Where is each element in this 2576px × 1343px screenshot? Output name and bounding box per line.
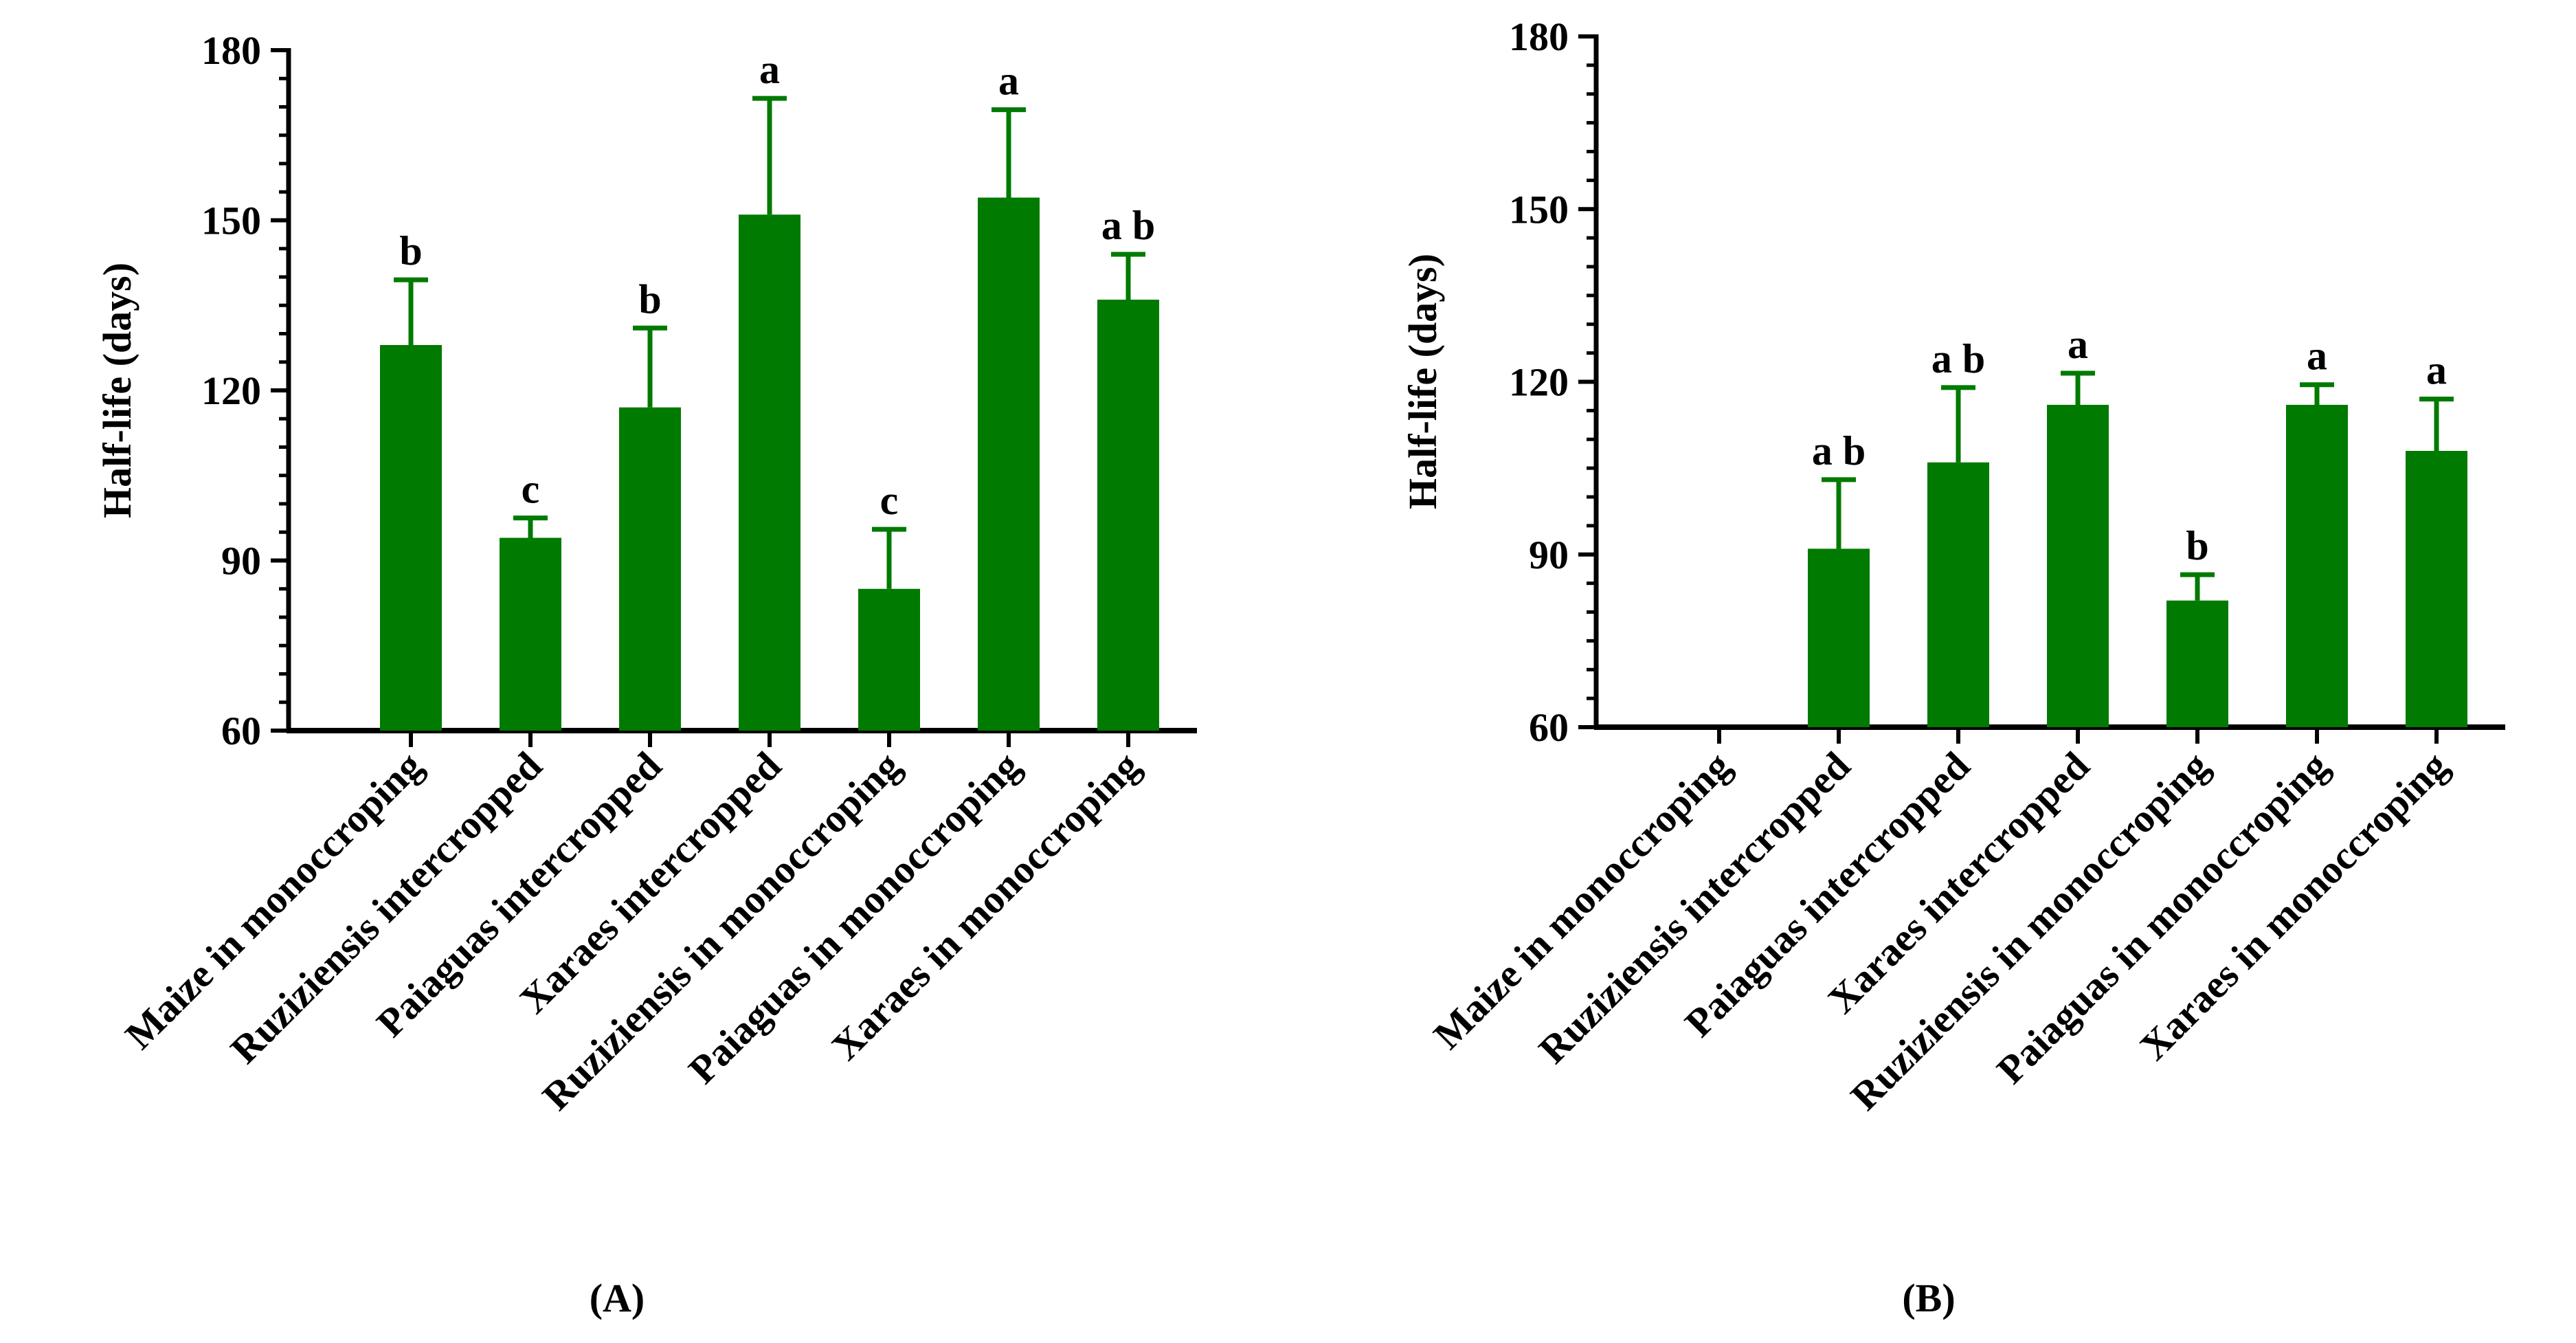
significance-letter: c [522,467,540,512]
bar [619,407,681,731]
significance-letter: a [759,47,780,92]
significance-letter: a [2068,322,2088,367]
panel-label: (A) [590,1276,645,1320]
significance-letter: b [638,276,661,322]
y-tick-label: 60 [1529,705,1569,750]
bar [1097,300,1159,731]
y-axis-title: Half-life (days) [1400,254,1445,509]
bar [380,345,442,731]
y-tick-label: 90 [221,539,261,584]
significance-letter: a [2426,348,2447,393]
bar [1927,462,1989,727]
bar [2047,405,2109,727]
significance-letter: c [880,478,899,523]
bar [978,197,1040,731]
y-tick-label: 120 [201,368,261,413]
y-tick-label: 120 [1509,360,1569,405]
significance-letter: a b [1101,203,1155,248]
bar [500,537,561,731]
significance-letter: b [399,228,422,274]
y-tick-label: 150 [1509,187,1569,232]
panel-label: (B) [1902,1276,1955,1320]
significance-letter: b [2186,523,2208,568]
y-tick-label: 180 [201,28,261,73]
y-tick-label: 90 [1529,533,1569,577]
significance-letter: a b [1812,428,1866,474]
bar [739,214,800,731]
y-tick-label: 60 [221,709,261,753]
y-axis-title: Half-life (days) [95,263,139,518]
bar [858,588,920,731]
bar [1808,548,1870,727]
y-tick-label: 180 [1509,14,1569,59]
significance-letter: a [998,58,1019,104]
bar [2166,600,2228,727]
significance-letter: a [2307,333,2327,379]
bar [2286,405,2348,727]
y-tick-label: 150 [201,199,261,243]
bar [2406,451,2467,727]
significance-letter: a b [1931,336,1985,381]
